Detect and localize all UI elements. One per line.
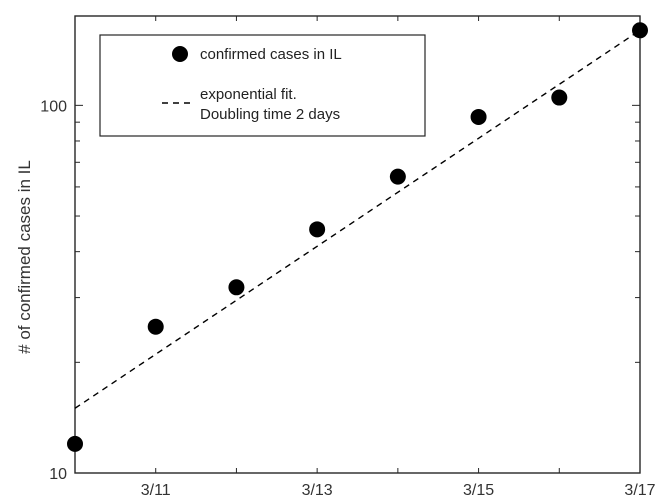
data-point xyxy=(551,89,568,106)
data-point xyxy=(67,435,83,452)
x-tick-label: 3/17 xyxy=(624,482,655,499)
x-tick-label: 3/15 xyxy=(463,482,494,499)
data-point xyxy=(309,221,326,238)
axis-ticks: 3/11 3/13 3/15 3/17 10 100 xyxy=(40,16,656,499)
legend-marker-scatter xyxy=(172,46,188,62)
data-point xyxy=(632,22,648,39)
data-point xyxy=(228,279,245,296)
fit-line xyxy=(74,29,641,409)
plot-area xyxy=(74,15,641,474)
legend-label-scatter: confirmed cases in IL xyxy=(200,46,342,63)
plot-frame xyxy=(74,15,641,474)
y-axis-label: # of confirmed cases in IL xyxy=(15,160,34,354)
legend-label-fit: exponential fit. xyxy=(200,86,297,103)
data-point xyxy=(147,318,164,335)
data-point xyxy=(389,168,406,185)
y-tick-label: 10 xyxy=(49,466,67,483)
data-layer xyxy=(67,22,648,452)
data-point xyxy=(470,108,487,125)
legend: confirmed cases in IL exponential fit. Dou… xyxy=(99,34,426,137)
legend-box xyxy=(99,34,426,137)
y-tick-label: 100 xyxy=(40,98,67,115)
x-tick-label: 3/11 xyxy=(141,482,171,499)
x-tick-label: 3/13 xyxy=(302,482,333,499)
legend-label-fit-line2: Doubling time 2 days xyxy=(200,106,340,123)
